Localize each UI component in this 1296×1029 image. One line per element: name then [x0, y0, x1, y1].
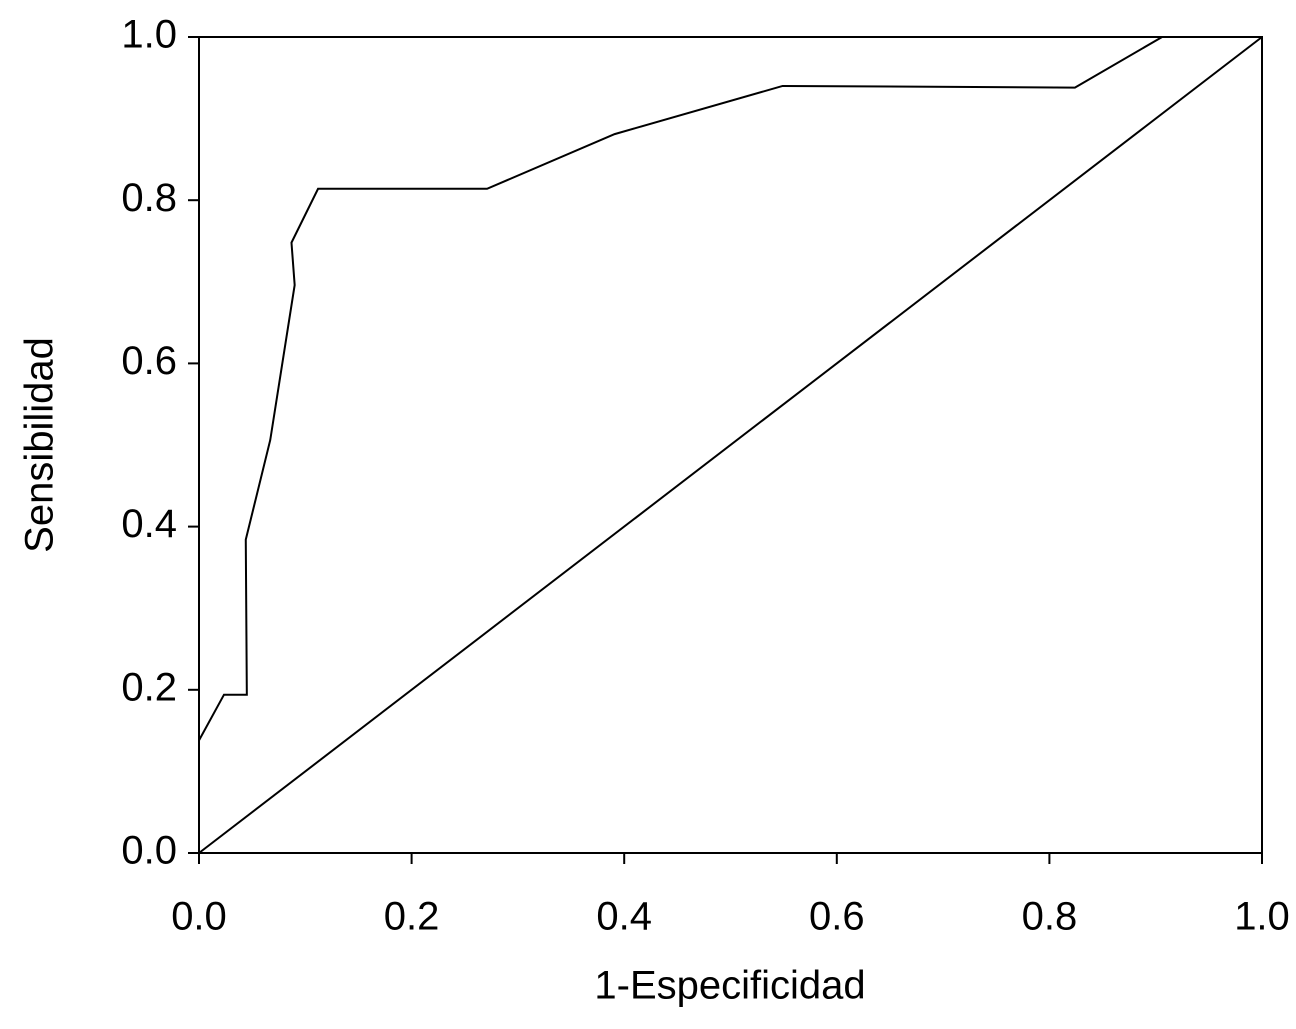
x-tick-label: 0.2 — [384, 895, 440, 939]
plot-frame — [198, 36, 1263, 854]
y-tick-label: 0.4 — [121, 502, 177, 546]
x-tick-label: 0.8 — [1022, 895, 1078, 939]
x-tick-label: 0.4 — [596, 895, 652, 939]
y-tick-label: 0.8 — [121, 176, 177, 220]
y-tick-label: 0.2 — [121, 665, 177, 709]
x-tick-label: 0.6 — [809, 895, 865, 939]
line-series — [198, 36, 1263, 854]
x-axis-label: 1-Especificidad — [594, 964, 865, 1008]
y-tick-label: 1.0 — [121, 13, 177, 57]
line-series — [198, 36, 1262, 741]
x-tick-label: 1.0 — [1234, 895, 1290, 939]
y-axis-label: Sensibilidad — [18, 337, 62, 553]
x-tick-label: 0.0 — [171, 895, 227, 939]
y-tick-label: 0.0 — [121, 829, 177, 873]
y-tick-label: 0.6 — [121, 339, 177, 383]
